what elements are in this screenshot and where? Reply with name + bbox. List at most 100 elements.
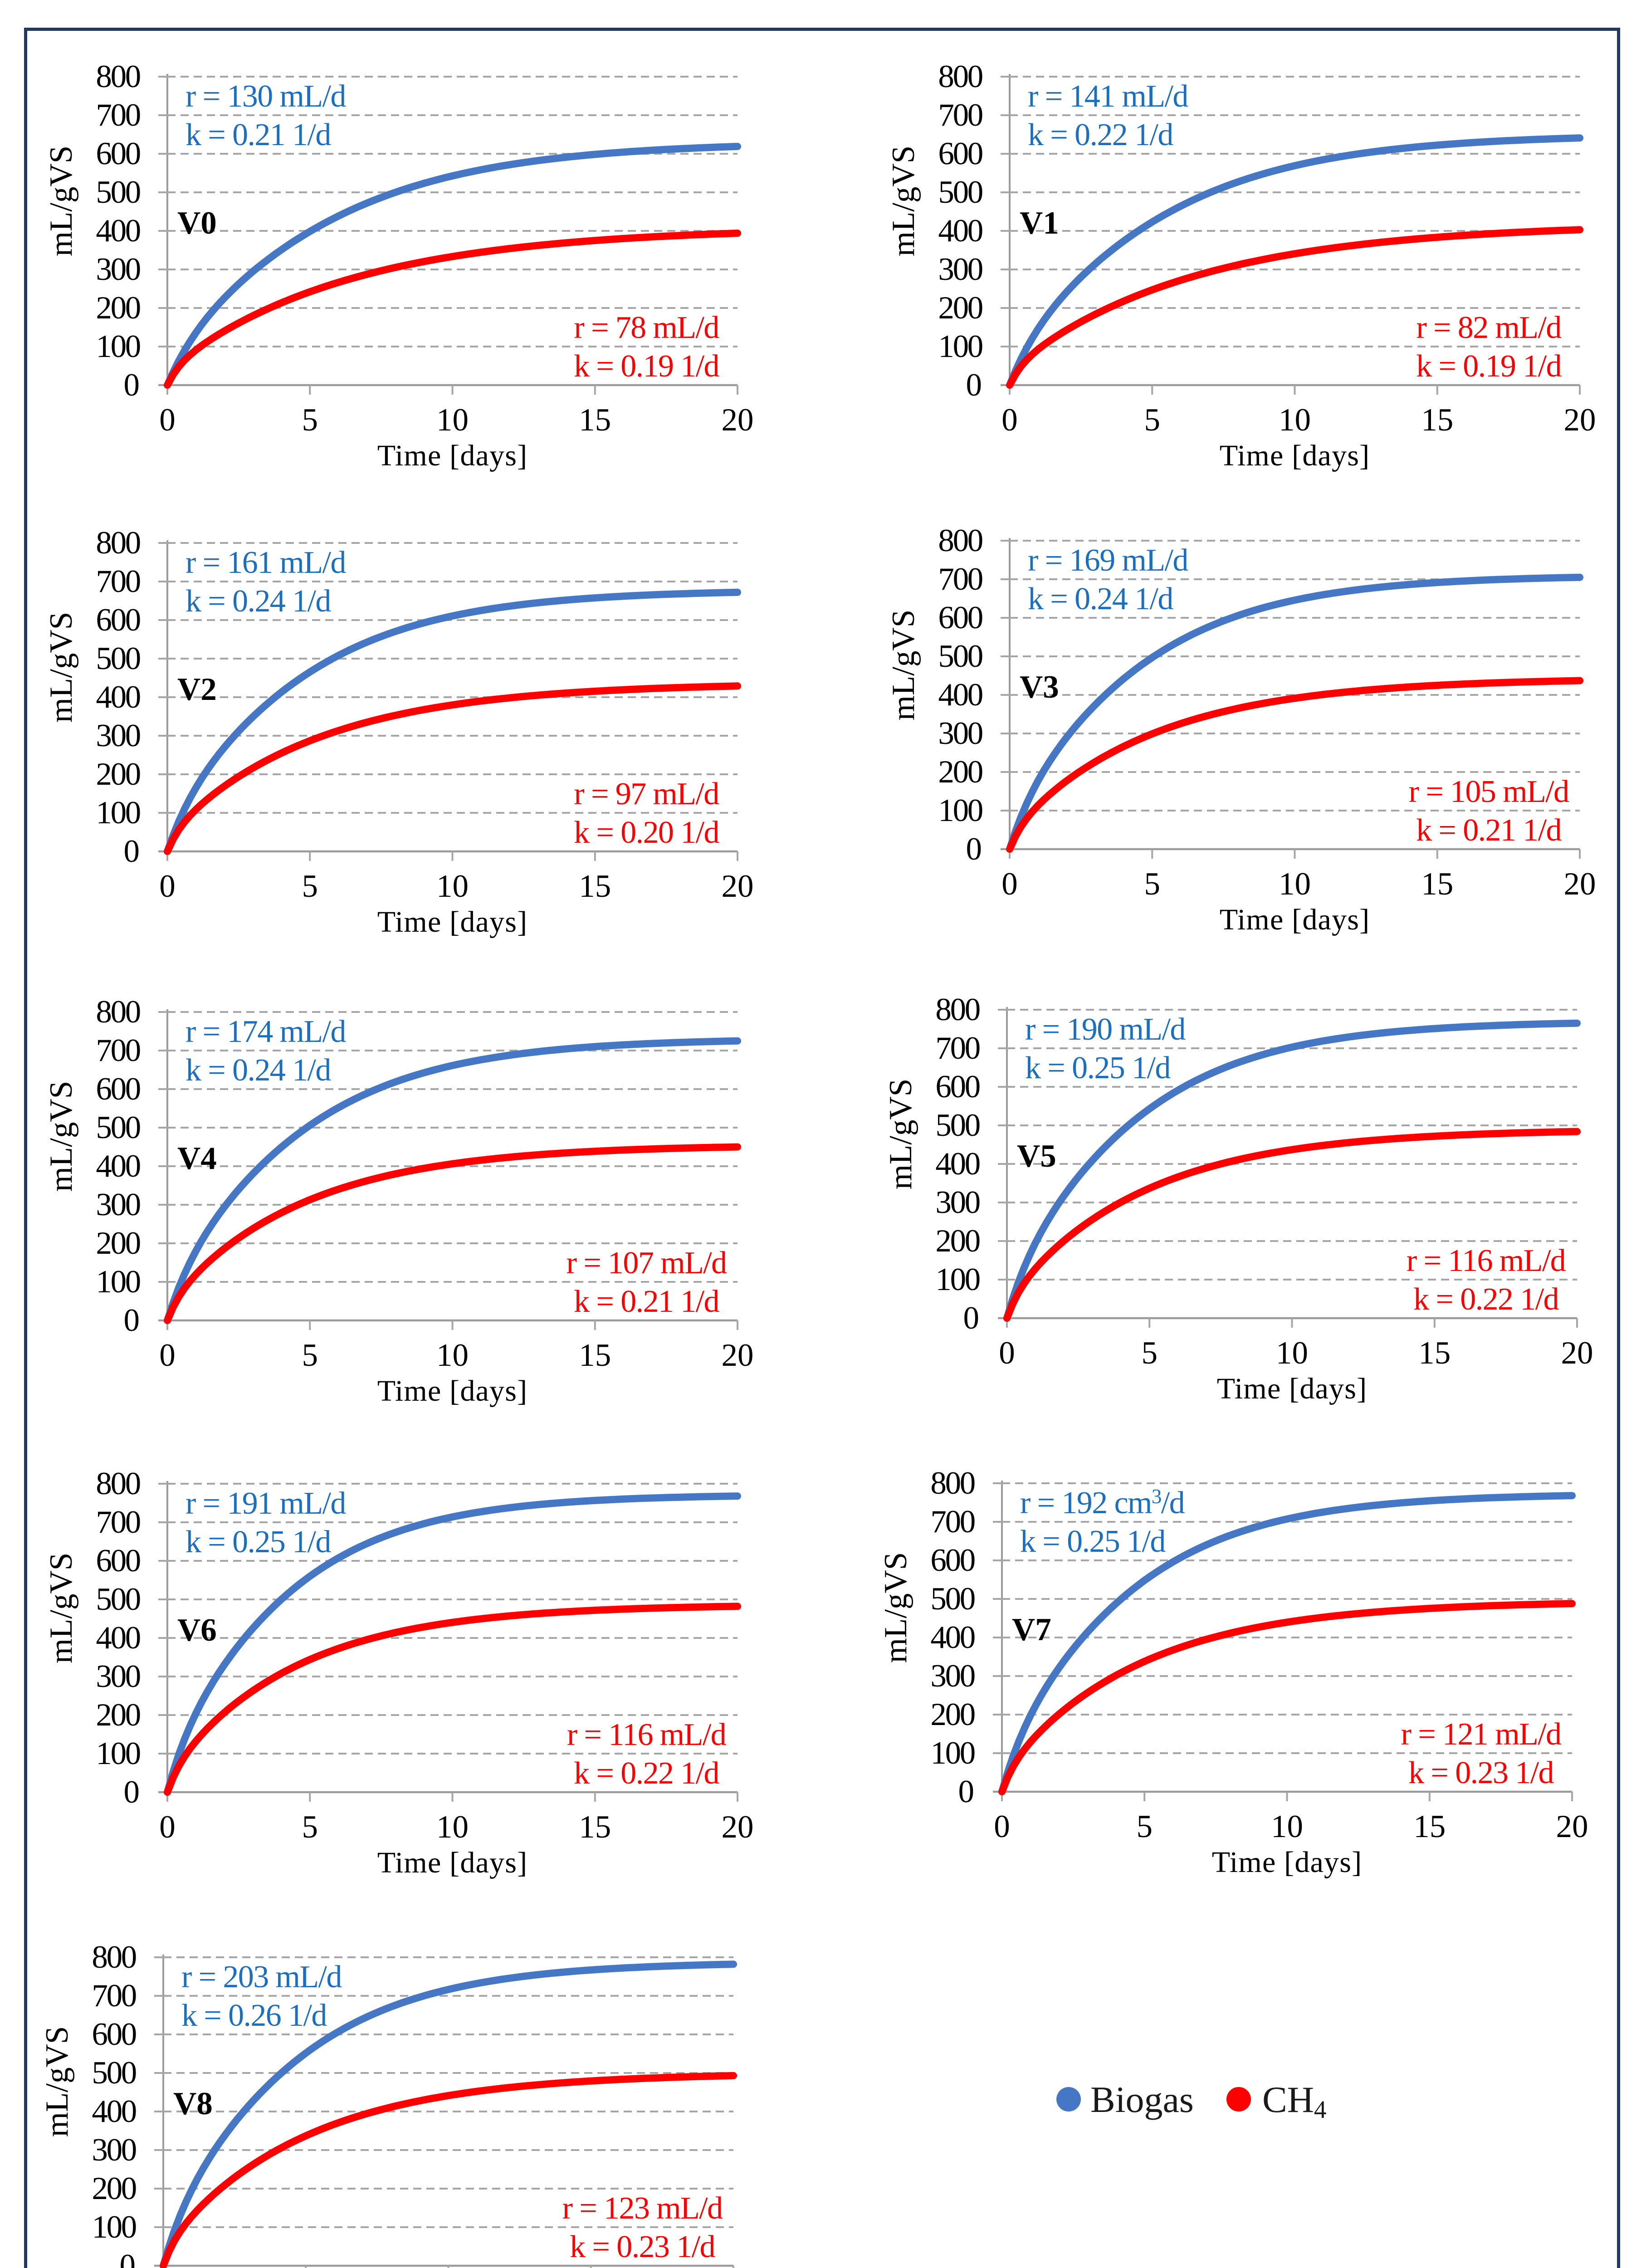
svg-text:0: 0 [966, 367, 982, 403]
svg-text:Time [days]: Time [days] [1217, 1372, 1368, 1405]
svg-text:15: 15 [1418, 1335, 1451, 1371]
svg-text:k = 0.23 1/d: k = 0.23 1/d [1408, 1755, 1554, 1790]
svg-text:800: 800 [96, 59, 140, 94]
svg-text:600: 600 [935, 1069, 979, 1105]
svg-text:k = 0.21 1/d: k = 0.21 1/d [574, 1284, 719, 1319]
svg-text:V8: V8 [173, 2086, 213, 2121]
svg-text:r = 174 mL/d: r = 174 mL/d [186, 1014, 346, 1049]
svg-text:r = 130 mL/d: r = 130 mL/d [186, 79, 346, 114]
svg-text:800: 800 [938, 59, 982, 94]
svg-text:0: 0 [124, 1774, 140, 1810]
svg-text:5: 5 [1136, 1809, 1153, 1844]
svg-text:r = 190 mL/d: r = 190 mL/d [1025, 1012, 1186, 1047]
svg-text:400: 400 [92, 2094, 136, 2129]
svg-text:100: 100 [938, 329, 982, 364]
svg-text:700: 700 [930, 1504, 974, 1540]
svg-text:500: 500 [96, 641, 140, 676]
svg-text:15: 15 [1413, 1809, 1446, 1844]
svg-text:500: 500 [96, 1582, 140, 1617]
svg-text:mL/gVS: mL/gVS [886, 610, 921, 721]
svg-text:700: 700 [92, 1978, 136, 2014]
svg-text:k = 0.25 1/d: k = 0.25 1/d [1020, 1524, 1166, 1559]
svg-text:r = 78 mL/d: r = 78 mL/d [574, 310, 719, 345]
svg-text:mL/gVS: mL/gVS [44, 1553, 79, 1664]
svg-text:500: 500 [96, 1110, 140, 1145]
svg-text:300: 300 [930, 1658, 974, 1694]
svg-text:5: 5 [302, 869, 318, 904]
svg-text:5: 5 [1144, 402, 1160, 438]
svg-text:r = 107 mL/d: r = 107 mL/d [567, 1246, 727, 1281]
svg-text:V6: V6 [177, 1613, 217, 1648]
svg-text:600: 600 [96, 1071, 140, 1107]
svg-text:100: 100 [938, 793, 982, 828]
svg-text:Time [days]: Time [days] [377, 1374, 528, 1408]
svg-text:100: 100 [96, 329, 140, 364]
svg-text:10: 10 [436, 1809, 469, 1845]
svg-text:200: 200 [938, 290, 982, 326]
svg-text:r = 82 mL/d: r = 82 mL/d [1416, 310, 1562, 345]
svg-text:k = 0.26 1/d: k = 0.26 1/d [181, 1998, 327, 2033]
svg-text:300: 300 [935, 1185, 979, 1220]
svg-text:r = 105 mL/d: r = 105 mL/d [1409, 774, 1569, 809]
svg-text:r = 116 mL/d: r = 116 mL/d [1407, 1243, 1566, 1278]
svg-text:0: 0 [124, 834, 140, 869]
svg-text:k = 0.22 1/d: k = 0.22 1/d [1028, 117, 1173, 152]
svg-text:200: 200 [930, 1697, 974, 1732]
svg-text:0: 0 [159, 1338, 176, 1373]
svg-text:800: 800 [96, 525, 140, 561]
svg-text:10: 10 [1279, 866, 1311, 902]
svg-text:k = 0.24 1/d: k = 0.24 1/d [186, 1053, 331, 1088]
svg-text:r = 116 mL/d: r = 116 mL/d [567, 1717, 727, 1752]
svg-text:400: 400 [938, 213, 982, 249]
svg-text:k = 0.25 1/d: k = 0.25 1/d [186, 1525, 331, 1559]
svg-text:r = 191 mL/d: r = 191 mL/d [186, 1486, 346, 1521]
svg-text:r = 203 mL/d: r = 203 mL/d [181, 1960, 342, 1994]
svg-text:500: 500 [935, 1108, 979, 1143]
svg-text:400: 400 [96, 213, 140, 249]
svg-text:200: 200 [935, 1223, 979, 1259]
svg-text:r = 97 mL/d: r = 97 mL/d [574, 777, 719, 811]
svg-text:V4: V4 [177, 1141, 217, 1176]
svg-text:15: 15 [579, 1338, 611, 1373]
svg-text:k = 0.21 1/d: k = 0.21 1/d [186, 117, 331, 152]
svg-text:600: 600 [96, 136, 140, 171]
svg-text:r = 141 mL/d: r = 141 mL/d [1028, 79, 1188, 114]
svg-text:k = 0.24 1/d: k = 0.24 1/d [186, 584, 331, 619]
svg-text:200: 200 [96, 1697, 140, 1733]
svg-text:400: 400 [935, 1146, 979, 1182]
svg-text:500: 500 [930, 1581, 974, 1617]
svg-text:0: 0 [963, 1300, 980, 1336]
svg-text:k = 0.21 1/d: k = 0.21 1/d [1416, 813, 1562, 848]
svg-text:500: 500 [938, 175, 982, 210]
svg-text:0: 0 [124, 367, 140, 403]
svg-text:0: 0 [966, 831, 982, 867]
svg-text:300: 300 [938, 252, 982, 287]
svg-text:600: 600 [92, 2017, 136, 2052]
svg-text:10: 10 [1279, 402, 1311, 438]
svg-text:200: 200 [96, 1226, 140, 1261]
svg-text:V2: V2 [177, 672, 217, 707]
svg-text:r = 123 mL/d: r = 123 mL/d [562, 2191, 723, 2226]
svg-text:V7: V7 [1012, 1612, 1051, 1647]
svg-text:100: 100 [935, 1262, 979, 1297]
svg-text:600: 600 [938, 600, 982, 635]
svg-text:k = 0.23 1/d: k = 0.23 1/d [570, 2229, 715, 2264]
svg-text:20: 20 [722, 402, 754, 438]
svg-text:k = 0.19 1/d: k = 0.19 1/d [1416, 349, 1562, 384]
svg-text:r = 121 mL/d: r = 121 mL/d [1401, 1717, 1562, 1752]
svg-text:500: 500 [938, 639, 982, 674]
svg-text:10: 10 [436, 869, 469, 904]
svg-text:700: 700 [938, 562, 982, 597]
svg-text:800: 800 [96, 994, 140, 1030]
svg-text:10: 10 [436, 402, 469, 438]
svg-text:0: 0 [159, 869, 176, 904]
svg-text:700: 700 [96, 564, 140, 599]
svg-text:r = 161 mL/d: r = 161 mL/d [186, 545, 346, 580]
svg-text:300: 300 [92, 2132, 136, 2168]
svg-text:mL/gVS: mL/gVS [44, 146, 79, 257]
svg-text:500: 500 [96, 175, 140, 210]
svg-text:5: 5 [302, 1338, 318, 1373]
svg-text:mL/gVS: mL/gVS [39, 2026, 75, 2137]
svg-text:300: 300 [96, 1187, 140, 1222]
svg-text:100: 100 [96, 795, 140, 831]
